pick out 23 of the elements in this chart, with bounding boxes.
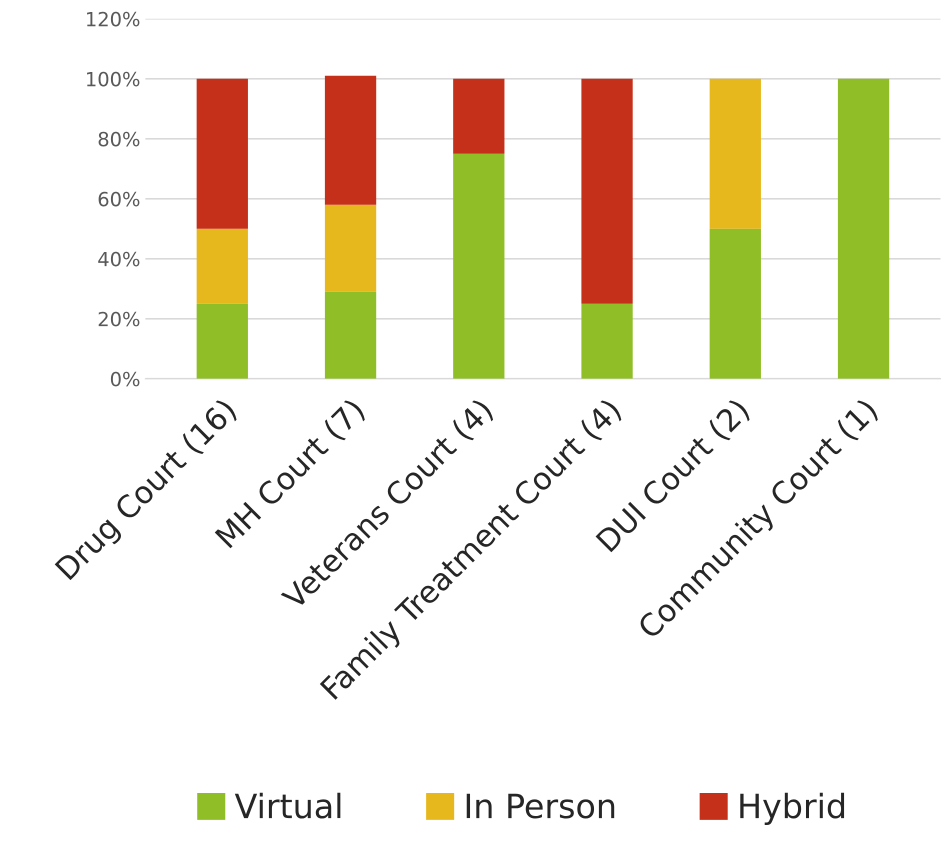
bar xyxy=(196,78,248,229)
y-tick-label: 60% xyxy=(98,192,140,206)
legend-label: Hybrid xyxy=(740,792,844,825)
bar xyxy=(324,76,376,205)
bar xyxy=(838,78,890,379)
bar xyxy=(196,304,248,379)
y-tick-label: 0% xyxy=(110,372,140,386)
bar xyxy=(324,204,376,292)
y-tick-label: 40% xyxy=(98,252,140,266)
legend-label: Virtual xyxy=(234,792,340,819)
bar xyxy=(581,78,633,304)
bar xyxy=(453,154,504,379)
y-tick-label: 20% xyxy=(98,312,140,326)
bar xyxy=(324,292,376,379)
bar xyxy=(710,228,761,379)
legend-label: In Person xyxy=(466,794,614,819)
bar xyxy=(196,228,248,304)
y-tick-label: 80% xyxy=(98,132,140,146)
y-tick-label: 100% xyxy=(87,72,140,86)
bar xyxy=(453,78,504,154)
bar xyxy=(581,304,633,379)
bar xyxy=(710,78,761,229)
y-tick-label: 120% xyxy=(87,12,140,26)
